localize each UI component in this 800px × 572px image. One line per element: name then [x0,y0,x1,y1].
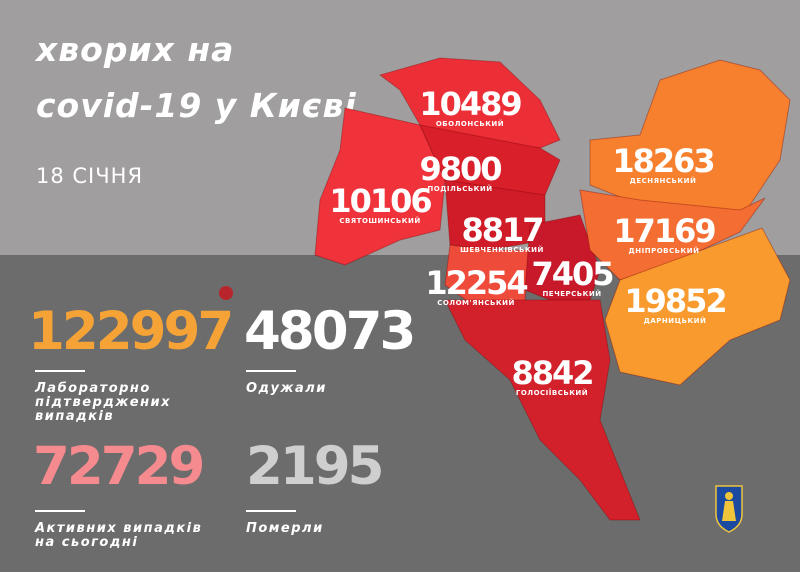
district-name: СОЛОМ'ЯНСЬКИЙ [437,298,515,307]
label-line: підтверджених [35,395,172,410]
district-shape [579,189,766,281]
deaths-count: 2195 [246,436,385,497]
district-cases: 10489 [419,85,521,123]
district-cases: 10106 [329,182,431,220]
divider [246,510,296,512]
label-line: на сьогодні [35,535,139,550]
district-name: ПЕЧЕРСЬКИЙ [542,289,601,298]
district-name: ПОДІЛЬСЬКИЙ [427,184,492,193]
label-line: Активних випадків [35,521,203,536]
confirmed-count: 122997 [28,301,234,362]
district-shape [444,299,641,521]
divider [35,370,85,372]
recovered-label: Одужали [246,381,327,396]
district-shape [444,179,546,251]
district-cases: 17169 [613,212,715,250]
district-cases: 7405 [531,255,613,293]
district-cases: 8842 [511,354,592,392]
district-cases: 12254 [425,264,527,302]
district-name: ОБОЛОНСЬКИЙ [436,119,504,128]
district-shape [589,59,791,221]
district-name: ДАРНИЦЬКИЙ [644,316,707,325]
district-cases: 9800 [419,150,501,188]
virus-icon [219,286,233,300]
label-line: випадків [35,409,115,424]
divider [246,370,296,372]
district-name: ДНІПРОВСЬКИЙ [629,246,700,255]
kyiv-coat-of-arms-icon [715,485,743,533]
district-name: ГОЛОСІЇВСЬКИЙ [516,388,588,397]
active-count: 72729 [33,436,205,497]
district-shape [604,227,791,386]
deaths-label: Померли [246,521,324,536]
confirmed-label: Лабораторно підтверджених випадків [35,382,171,424]
district-cases: 19852 [624,282,725,320]
title-line-2: covid-19 у Києві [36,86,357,125]
district-cases: 18263 [612,142,713,180]
active-label: Активних випадків на сьогодні [35,522,202,550]
district-shape [378,57,561,149]
title-line-1: хворих на [36,30,235,69]
district-name: СВЯТОШИНСЬКИЙ [339,216,420,225]
district-name: ШЕВЧЕНКІВСЬКИЙ [460,245,544,254]
label-line: Лабораторно [35,381,151,396]
district-cases: 8817 [461,211,542,249]
district-name: ДЕСНЯНСЬКИЙ [630,176,697,185]
recovered-count: 48073 [244,301,416,362]
date: 18 СІЧНЯ [36,164,144,188]
divider [35,510,85,512]
